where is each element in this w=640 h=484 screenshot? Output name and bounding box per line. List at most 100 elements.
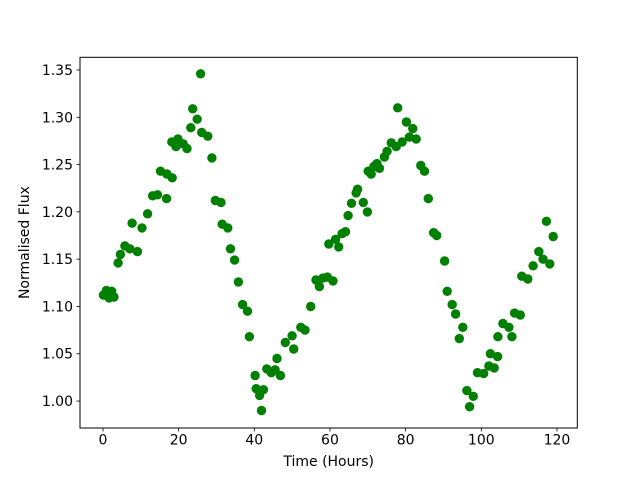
data-point <box>439 256 450 266</box>
data-point <box>528 261 538 271</box>
data-point <box>258 385 269 395</box>
x-tick-label: 60 <box>321 433 339 449</box>
y-axis-tick-labels: 1.00 1.05 1.10 1.15 1.20 1.25 1.30 1.35 <box>42 63 73 410</box>
data-point <box>538 254 548 264</box>
data-point <box>250 370 260 381</box>
data-point <box>137 223 147 233</box>
data-point <box>504 322 514 332</box>
data-point <box>113 258 123 268</box>
data-point <box>411 134 421 144</box>
data-point <box>132 246 143 257</box>
y-tick-label: 1.15 <box>42 252 73 268</box>
data-point <box>450 309 461 319</box>
data-point <box>300 325 310 335</box>
data-point <box>423 193 433 204</box>
data-point <box>275 370 286 381</box>
x-tick-label: 100 <box>468 433 495 449</box>
data-point <box>366 169 376 179</box>
data-point <box>507 332 517 342</box>
data-point <box>115 249 126 260</box>
data-point <box>328 276 338 286</box>
data-point <box>468 391 478 401</box>
data-point <box>534 246 544 257</box>
data-point <box>216 197 226 208</box>
data-point <box>340 227 351 237</box>
data-point <box>358 197 368 208</box>
data-point <box>127 218 137 228</box>
y-tick-label: 1.05 <box>42 347 73 363</box>
data-point <box>548 231 558 242</box>
y-tick-label: 1.20 <box>42 205 73 221</box>
data-point <box>192 114 202 124</box>
y-tick-label: 1.00 <box>42 394 73 410</box>
data-point <box>401 117 412 127</box>
y-tick-label: 1.35 <box>42 63 73 79</box>
data-point <box>330 234 341 244</box>
data-point <box>464 402 475 412</box>
data-point <box>207 153 217 163</box>
data-point <box>343 210 353 221</box>
data-point <box>152 190 163 200</box>
data-point <box>346 198 357 208</box>
data-point <box>195 69 206 79</box>
data-point <box>489 363 499 373</box>
data-point <box>362 207 373 217</box>
x-tick-label: 80 <box>397 433 415 449</box>
data-point <box>171 141 181 152</box>
data-point <box>188 104 198 114</box>
data-point <box>289 344 299 354</box>
data-point <box>492 351 503 362</box>
data-point <box>244 332 255 342</box>
data-point <box>515 310 525 320</box>
x-tick-label: 0 <box>99 433 108 449</box>
data-point <box>419 166 430 176</box>
data-point <box>397 137 407 147</box>
data-point <box>225 244 236 254</box>
data-point <box>493 332 503 342</box>
data-point <box>161 193 172 204</box>
data-point <box>462 385 472 396</box>
x-axis-tick-labels: 0 20 40 60 80 100 120 <box>99 433 571 449</box>
data-point <box>182 143 192 154</box>
data-point <box>272 353 282 364</box>
data-point <box>458 322 468 332</box>
data-point <box>223 223 233 233</box>
data-point <box>125 244 135 254</box>
data-point <box>393 103 403 113</box>
data-point <box>229 255 240 265</box>
data-point <box>186 123 196 133</box>
x-tick-label: 40 <box>245 433 263 449</box>
data-point <box>109 292 119 302</box>
data-point <box>167 173 177 183</box>
data-point <box>352 184 363 194</box>
data-point <box>442 286 452 296</box>
data-point <box>287 331 297 341</box>
data-point <box>545 259 555 269</box>
y-axis-label: Normalised Flux <box>17 186 33 299</box>
data-point <box>237 299 248 310</box>
scatter-points <box>98 69 558 416</box>
x-axis-label: Time (Hours) <box>282 454 374 470</box>
x-tick-label: 20 <box>170 433 188 449</box>
data-point <box>485 349 496 359</box>
data-point <box>523 274 533 284</box>
data-point <box>242 306 253 316</box>
data-point <box>408 123 418 134</box>
data-point <box>447 299 457 310</box>
data-point <box>432 230 442 241</box>
y-tick-label: 1.10 <box>42 299 73 315</box>
x-tick-label: 120 <box>544 433 571 449</box>
data-point <box>478 368 489 379</box>
data-point <box>374 163 385 173</box>
data-point <box>256 405 267 416</box>
data-point <box>382 146 392 156</box>
data-point <box>203 131 213 141</box>
data-point <box>142 209 153 219</box>
y-tick-label: 1.25 <box>42 158 73 174</box>
y-axis-ticks <box>76 69 80 402</box>
data-point <box>280 337 290 348</box>
data-point <box>334 242 344 252</box>
data-point <box>314 281 325 292</box>
